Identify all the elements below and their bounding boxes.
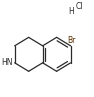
Text: Cl: Cl — [76, 2, 83, 11]
Text: HN: HN — [1, 58, 13, 67]
Text: H: H — [69, 7, 74, 16]
Text: Br: Br — [67, 36, 76, 45]
